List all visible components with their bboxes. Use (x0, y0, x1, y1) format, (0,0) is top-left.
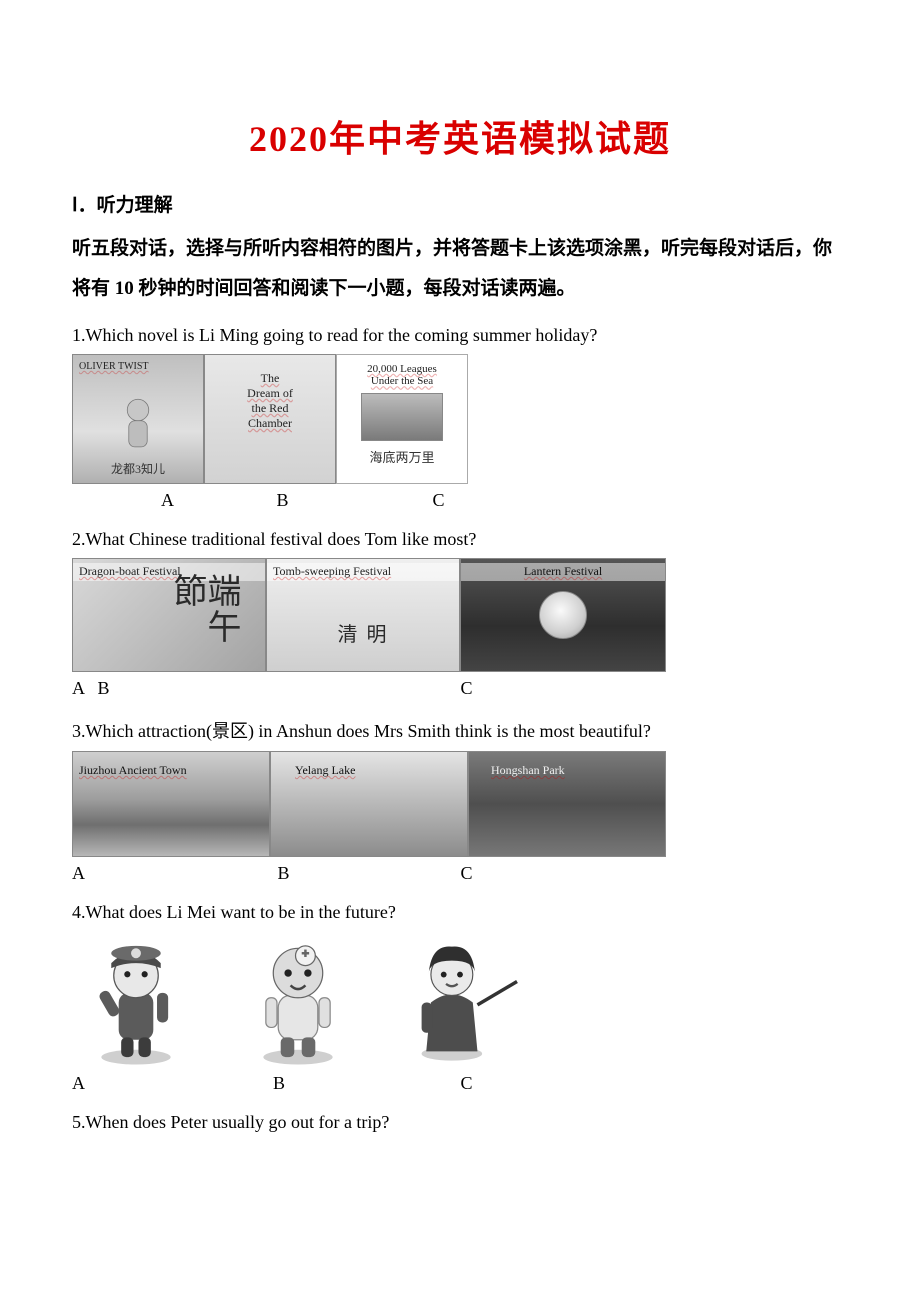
question-2-text: 2.What Chinese traditional festival does… (72, 529, 848, 550)
section-heading: Ⅰ．听力理解 (72, 190, 848, 217)
police-officer-icon (72, 931, 200, 1067)
q1-img-a-sub: 龙都3知儿 (73, 460, 203, 477)
question-3-images: Jiuzhou Ancient Town Yelang Lake Hongsha… (72, 751, 848, 857)
question-4-images (72, 931, 848, 1067)
q1-img-c-label: 20,000 Leagues Under the Sea (337, 361, 467, 390)
q3-img-b-label: Yelang Lake (271, 762, 467, 780)
teacher-icon (396, 931, 524, 1067)
doctor-icon (234, 931, 362, 1067)
q1-image-a: OLIVER TWIST 龙都3知儿 (72, 354, 204, 484)
sea-thumbnail-icon (361, 393, 443, 441)
lantern-moon-icon (539, 591, 587, 639)
question-1-text: 1.Which novel is Li Ming going to read f… (72, 325, 848, 346)
question-1-images: OLIVER TWIST 龙都3知儿 The Dream of the Red … (72, 354, 848, 484)
q3-img-a-label: Jiuzhou Ancient Town (73, 762, 269, 780)
instruction-line-2: 将有 10 秒钟的时间回答和阅读下一小题，每段对话读两遍。 (72, 278, 576, 299)
q2-img-b-label: Tomb-sweeping Festival (267, 563, 459, 581)
book-cover-figure-icon (99, 387, 177, 464)
q3-image-c: Hongshan Park (468, 751, 666, 857)
page-title: 2020年中考英语模拟试题 (72, 110, 848, 162)
question-4-options: A B C (72, 1073, 848, 1094)
question-2-options: A B C (72, 678, 848, 699)
q1-img-c-sub: 海底两万里 (369, 447, 434, 466)
q2-image-c: Lantern Festival (460, 558, 666, 672)
instruction-text: 听五段对话，选择与所听内容相符的图片，并将答题卡上该选项涂黑，听完每段对话后，你… (72, 229, 848, 309)
question-4-text: 4.What does Li Mei want to be in the fut… (72, 902, 848, 923)
question-3-text: 3.Which attraction(景区) in Anshun does Mr… (72, 717, 848, 743)
question-3-options: A B C (72, 863, 848, 884)
q4-image-a (72, 931, 200, 1067)
q1-img-a-label: OLIVER TWIST (73, 359, 203, 375)
q2-image-a: Dragon-boat Festival 端午節 (72, 558, 266, 672)
exam-page: 2020年中考英语模拟试题 Ⅰ．听力理解 听五段对话，选择与所听内容相符的图片，… (0, 0, 920, 1173)
question-5-text: 5.When does Peter usually go out for a t… (72, 1112, 848, 1133)
q1-image-b: The Dream of the Red Chamber (204, 354, 336, 484)
question-2-images: Dragon-boat Festival 端午節 Tomb-sweeping F… (72, 558, 848, 672)
q2-img-b-overlay: 清 明 (338, 625, 389, 645)
q4-image-c (396, 931, 524, 1067)
q3-img-c-label: Hongshan Park (469, 762, 665, 780)
q2-image-b: Tomb-sweeping Festival 清 明 (266, 558, 460, 672)
q4-image-b (234, 931, 362, 1067)
q1-img-b-label: The Dream of the Red Chamber (205, 369, 335, 433)
q2-img-c-label: Lantern Festival (461, 563, 665, 581)
q3-image-b: Yelang Lake (270, 751, 468, 857)
question-1-options: A B C (72, 490, 848, 511)
q3-image-a: Jiuzhou Ancient Town (72, 751, 270, 857)
q1-image-c: 20,000 Leagues Under the Sea 海底两万里 (336, 354, 468, 484)
q2-img-a-overlay: 端午節 (169, 573, 237, 671)
instruction-line-1: 听五段对话，选择与所听内容相符的图片，并将答题卡上该选项涂黑，听完每段对话后，你 (72, 238, 832, 259)
